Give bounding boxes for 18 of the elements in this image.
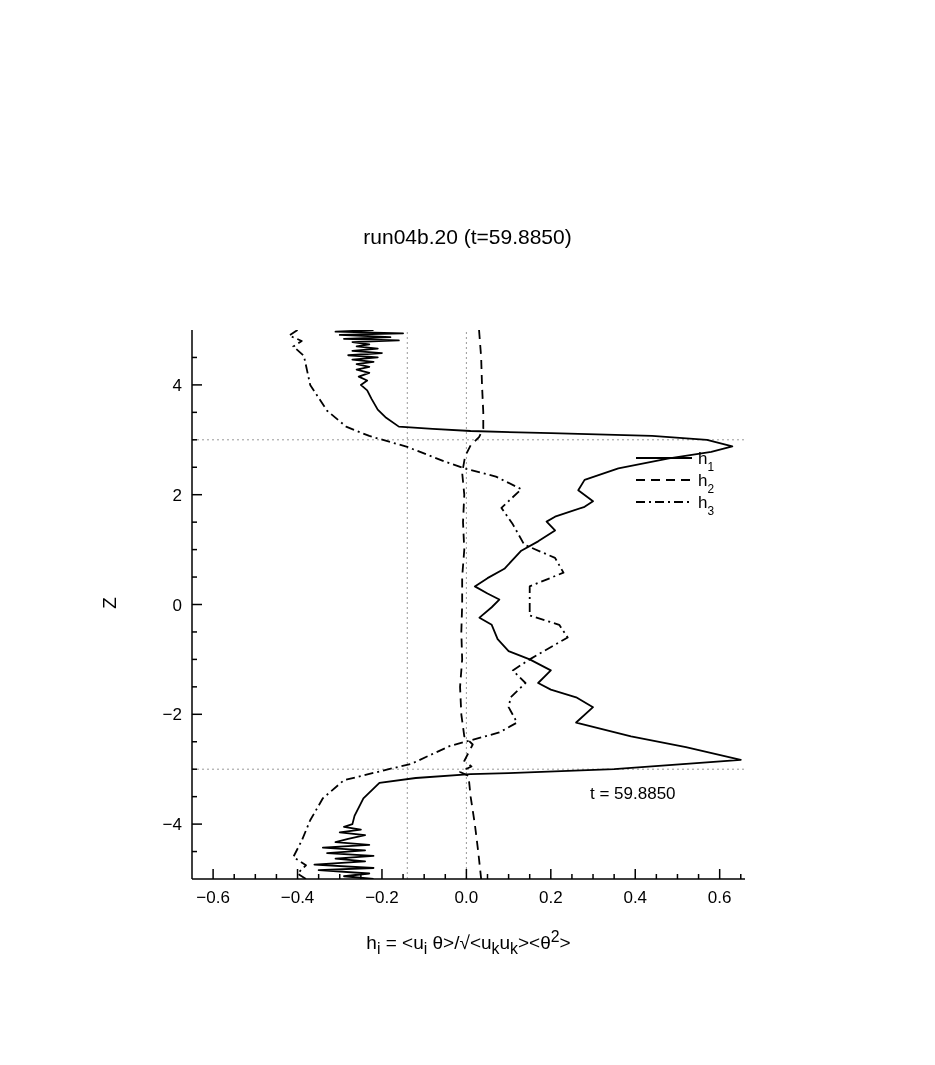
annotation: t = 59.8850 [590, 784, 676, 804]
x-tick-label: 0.6 [707, 888, 732, 907]
x-tick-label: −0.4 [280, 888, 315, 907]
y-tick-label: 4 [172, 375, 182, 395]
y-axis-title: Z [98, 597, 121, 609]
chart-title: run04b.20 (t=59.8850) [363, 225, 572, 248]
y-tick-label: 2 [172, 485, 182, 505]
x-tick-label: −0.2 [365, 888, 399, 907]
x-tick-label: 0.0 [454, 888, 479, 907]
x-tick-label: −0.6 [196, 888, 230, 907]
legend-label: h$_{2}$ [698, 471, 715, 496]
y-tick-label: −4 [162, 815, 182, 835]
text: h$_{i}$ = <u$_{i}$ θ>/√<u$_{k}$u$_{k}$><θ$^{2}$> [366, 928, 571, 958]
x-tick-label: 0.2 [539, 888, 563, 907]
legend-label: h$_{3}$ [698, 493, 715, 518]
y-tick-label: −2 [162, 705, 182, 725]
y-tick-label: 0 [172, 595, 182, 615]
x-tick-label: 0.4 [623, 888, 648, 907]
